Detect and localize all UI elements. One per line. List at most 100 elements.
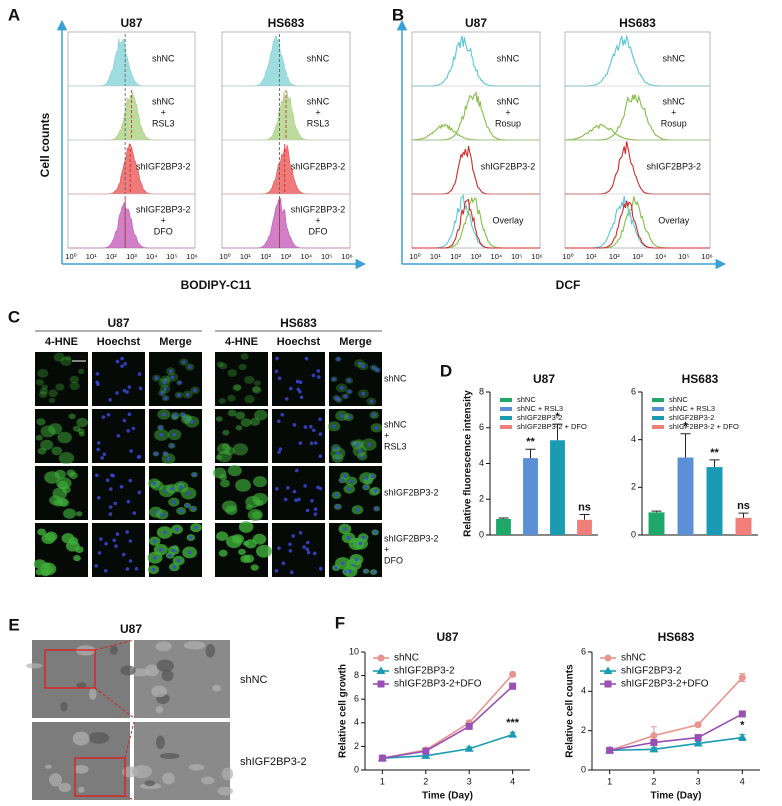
x-tick-label: 10³	[632, 252, 643, 261]
cell	[240, 418, 252, 427]
nucleus	[294, 468, 299, 473]
cell	[57, 431, 72, 444]
organelle	[109, 645, 118, 655]
organelle	[26, 663, 43, 669]
significance: *	[740, 720, 745, 732]
nucleus	[137, 490, 142, 495]
nucleus	[340, 478, 345, 482]
nucleus	[343, 527, 347, 531]
marker	[693, 738, 703, 747]
cell	[244, 539, 257, 549]
row-label: +	[505, 107, 510, 117]
row-label: shNC	[240, 674, 268, 686]
nucleus	[312, 551, 317, 556]
marker	[604, 654, 612, 662]
row-label: +	[315, 215, 320, 225]
nucleus	[339, 413, 344, 418]
nucleus	[101, 415, 106, 419]
x-tick-label: 10³	[471, 252, 482, 261]
cell	[238, 521, 254, 533]
marker	[464, 744, 474, 752]
cell	[218, 397, 226, 404]
row-label: +	[161, 107, 166, 117]
legend-label: shNC	[621, 653, 646, 664]
nucleus	[163, 378, 168, 382]
legend-label: shNC + RSL3	[517, 404, 563, 413]
nucleus	[180, 413, 185, 417]
nucleus	[110, 473, 114, 478]
nucleus	[138, 386, 143, 391]
nucleus	[280, 412, 285, 417]
row-label: shNC	[497, 96, 520, 106]
nucleus	[166, 456, 171, 461]
organelle	[58, 782, 72, 793]
cell	[66, 469, 76, 477]
histogram-trace	[68, 201, 195, 249]
significance: **	[526, 436, 535, 448]
nucleus	[343, 570, 348, 574]
zoom-line	[94, 639, 135, 651]
marker	[378, 754, 386, 762]
marker	[376, 666, 386, 674]
nucleus	[337, 398, 341, 402]
nucleus	[373, 530, 377, 535]
row-label: Rosup	[495, 118, 521, 128]
nucleus	[347, 389, 352, 394]
nucleus	[297, 497, 301, 502]
marker	[738, 674, 746, 682]
x-tick-label: 10⁴	[491, 252, 503, 261]
marker	[738, 710, 746, 718]
bar	[735, 517, 752, 535]
cell	[232, 384, 242, 392]
nucleus	[190, 419, 194, 424]
nucleus	[125, 390, 129, 394]
scale-bar-label: 50µm	[73, 354, 86, 360]
nucleus	[112, 538, 116, 543]
y-tick-label: 0	[354, 764, 359, 774]
y-tick-label: 2	[479, 494, 484, 504]
row-label: shNC	[152, 53, 175, 63]
x-tick-label: 10³	[126, 252, 137, 261]
nucleus	[106, 412, 111, 417]
nucleus	[281, 561, 286, 566]
nucleus	[122, 418, 127, 423]
nucleus	[334, 493, 339, 497]
nucleus	[154, 376, 159, 380]
row-label: RSL3	[152, 118, 175, 128]
nucleus	[163, 451, 168, 456]
organelle	[88, 732, 110, 744]
legend-label: shNC + RSL3	[669, 404, 715, 413]
group-title: U87	[107, 316, 129, 330]
error-bar	[552, 423, 563, 441]
cell	[212, 467, 227, 479]
nucleus	[346, 535, 351, 540]
nucleus	[298, 389, 302, 394]
row-label: shNC	[497, 53, 520, 63]
nucleus	[289, 386, 293, 391]
x-tick-label: 10⁴	[146, 252, 158, 261]
cell	[54, 469, 66, 479]
error-bar	[651, 510, 662, 513]
panel-title: U87	[120, 622, 142, 636]
cell	[231, 534, 245, 544]
organelle	[156, 659, 174, 672]
x-tick-label: 10¹	[430, 252, 441, 261]
cell	[36, 418, 46, 426]
nucleus	[309, 424, 313, 429]
nucleus	[310, 498, 314, 503]
series-line	[609, 713, 743, 752]
y-tick-label: 6	[479, 422, 484, 432]
cell	[35, 379, 44, 386]
x-tick-label: 10²	[260, 252, 271, 261]
organelle	[205, 643, 216, 658]
nucleus	[99, 537, 103, 541]
marker	[421, 751, 431, 759]
marker	[465, 722, 473, 730]
column-title: HS683	[268, 16, 305, 30]
x-tick-label: 10⁵	[166, 252, 177, 261]
zoom-line	[124, 795, 135, 801]
nucleus	[123, 362, 127, 366]
y-tick-label: 0	[479, 529, 484, 539]
x-tick-label: 10⁵	[678, 252, 689, 261]
nucleus	[275, 356, 279, 361]
